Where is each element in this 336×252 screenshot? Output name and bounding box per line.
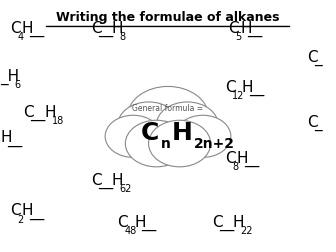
Text: __: __ bbox=[249, 81, 264, 96]
Text: 12: 12 bbox=[232, 91, 245, 101]
Text: 5: 5 bbox=[236, 32, 242, 42]
Text: 62: 62 bbox=[119, 184, 131, 194]
Text: H: H bbox=[112, 21, 123, 36]
Circle shape bbox=[149, 120, 211, 167]
Text: __: __ bbox=[98, 174, 113, 190]
Text: H: H bbox=[240, 21, 252, 36]
Text: H: H bbox=[134, 215, 145, 230]
Circle shape bbox=[118, 102, 180, 148]
Text: __: __ bbox=[141, 216, 156, 231]
Text: __: __ bbox=[29, 205, 44, 220]
Text: __: __ bbox=[31, 106, 46, 121]
Text: __: __ bbox=[244, 152, 259, 167]
Circle shape bbox=[175, 115, 231, 158]
Text: __: __ bbox=[98, 22, 113, 37]
Circle shape bbox=[105, 115, 161, 158]
Text: C: C bbox=[91, 21, 101, 36]
Circle shape bbox=[156, 102, 218, 148]
Text: H: H bbox=[22, 21, 33, 36]
Text: C: C bbox=[228, 21, 239, 36]
Text: 4: 4 bbox=[17, 32, 23, 42]
Text: C: C bbox=[118, 215, 128, 230]
Text: H: H bbox=[0, 130, 11, 145]
Circle shape bbox=[125, 120, 187, 167]
Text: C: C bbox=[140, 121, 159, 145]
Circle shape bbox=[127, 86, 209, 147]
Text: __: __ bbox=[7, 132, 22, 147]
Text: C: C bbox=[307, 50, 318, 65]
Text: C: C bbox=[91, 173, 101, 188]
Text: H: H bbox=[22, 203, 33, 218]
Text: _: _ bbox=[314, 51, 322, 66]
Text: Writing the formulae of alkanes: Writing the formulae of alkanes bbox=[56, 11, 280, 24]
Text: 18: 18 bbox=[52, 116, 64, 126]
Text: C: C bbox=[225, 150, 236, 166]
Text: C: C bbox=[10, 21, 21, 36]
Text: C: C bbox=[24, 105, 34, 120]
Text: n: n bbox=[161, 137, 171, 151]
Text: C: C bbox=[225, 80, 236, 95]
Text: 22: 22 bbox=[240, 226, 252, 236]
Text: H: H bbox=[233, 215, 244, 230]
Text: 8: 8 bbox=[232, 162, 238, 172]
Text: General formula =: General formula = bbox=[132, 104, 204, 113]
Text: _H: _H bbox=[0, 69, 19, 85]
Text: H: H bbox=[237, 150, 248, 166]
Text: 6: 6 bbox=[14, 80, 20, 90]
Text: C: C bbox=[212, 215, 222, 230]
Text: C: C bbox=[307, 115, 318, 130]
Text: H: H bbox=[171, 121, 192, 145]
Text: _: _ bbox=[314, 116, 322, 132]
Text: __: __ bbox=[219, 216, 234, 231]
Text: 8: 8 bbox=[119, 32, 125, 42]
Text: H: H bbox=[242, 80, 253, 95]
Text: 2n+2: 2n+2 bbox=[194, 137, 235, 151]
Text: 48: 48 bbox=[125, 226, 137, 236]
Text: 2: 2 bbox=[17, 214, 24, 225]
Text: __: __ bbox=[247, 22, 262, 37]
Text: H: H bbox=[112, 173, 123, 188]
Text: __: __ bbox=[29, 22, 44, 37]
Text: C: C bbox=[10, 203, 21, 218]
Text: H: H bbox=[45, 105, 56, 120]
